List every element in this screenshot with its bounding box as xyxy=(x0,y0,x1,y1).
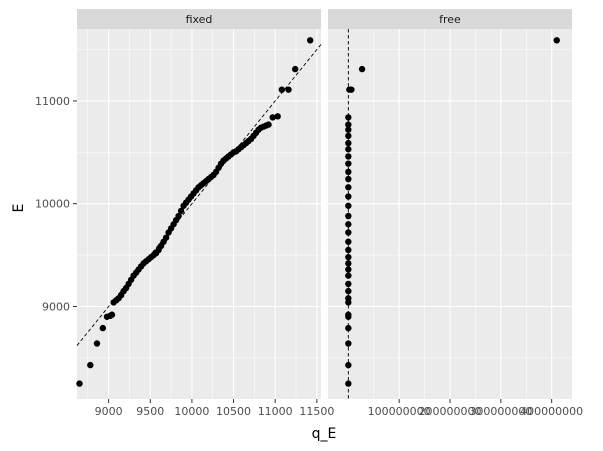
x-axis-title: q_E xyxy=(312,426,337,442)
y-axis: 9000 10000 11000 xyxy=(35,95,77,314)
panel-free-grid xyxy=(328,29,572,399)
data-point xyxy=(345,311,352,318)
data-point xyxy=(345,340,352,347)
y-tick-label: 11000 xyxy=(35,95,70,108)
panel-fixed-reference-line xyxy=(76,44,322,346)
data-point xyxy=(99,324,107,332)
data-point xyxy=(93,340,101,347)
x-tick-label: 300000000 xyxy=(469,405,532,418)
data-point xyxy=(345,202,352,209)
data-point xyxy=(345,246,352,254)
panel-fixed-background xyxy=(77,29,321,399)
data-point xyxy=(345,139,352,147)
data-point xyxy=(175,212,182,220)
data-point xyxy=(162,234,170,241)
data-point xyxy=(306,37,314,44)
x-tick-label: 10500 xyxy=(216,405,251,418)
data-point xyxy=(345,238,352,245)
data-point xyxy=(345,253,352,261)
x-tick-label: 9000 xyxy=(95,405,123,418)
data-point xyxy=(345,114,352,121)
data-point xyxy=(345,229,352,236)
panel-fixed-grid xyxy=(77,29,321,399)
data-point xyxy=(348,86,355,93)
data-point xyxy=(345,266,352,273)
strip-fixed xyxy=(77,9,321,29)
data-point xyxy=(345,193,352,200)
panel-free-points xyxy=(345,37,560,387)
x-tick-label: 200000000 xyxy=(419,405,482,418)
data-point xyxy=(345,260,352,267)
data-point xyxy=(345,295,352,302)
data-point xyxy=(265,121,272,128)
data-point xyxy=(345,153,352,160)
x-axis-fixed: 9000 9500 10000 10500 11000 11500 xyxy=(95,399,334,418)
data-point xyxy=(345,121,352,128)
data-point xyxy=(345,272,352,279)
data-point xyxy=(345,175,352,183)
data-point xyxy=(345,212,352,220)
data-point xyxy=(358,65,366,73)
data-point xyxy=(345,380,352,387)
data-point xyxy=(345,132,352,140)
data-point xyxy=(285,86,292,93)
x-tick-label: 400000000 xyxy=(520,405,583,418)
x-tick-label: 100000000 xyxy=(368,405,431,418)
x-tick-label: 11000 xyxy=(258,405,293,418)
panel-fixed-points xyxy=(76,37,314,387)
data-point xyxy=(345,221,352,228)
reference-line xyxy=(76,44,322,346)
data-point xyxy=(274,113,281,120)
x-tick-label: 10000 xyxy=(174,405,209,418)
data-point xyxy=(553,37,560,44)
data-point xyxy=(345,184,352,191)
data-point xyxy=(345,324,352,332)
strip-label-fixed: fixed xyxy=(186,13,213,26)
data-point xyxy=(291,65,299,73)
data-point xyxy=(76,380,83,387)
data-point xyxy=(345,287,352,295)
data-point xyxy=(345,126,352,133)
data-point xyxy=(278,86,286,93)
data-point xyxy=(345,361,352,369)
data-point xyxy=(108,311,116,318)
data-point xyxy=(345,146,352,153)
data-point xyxy=(345,280,352,288)
x-tick-label: 11500 xyxy=(299,405,334,418)
strip-label-free: free xyxy=(439,13,461,26)
data-point xyxy=(269,114,276,121)
y-axis-title: E xyxy=(11,204,27,213)
data-point xyxy=(345,160,352,167)
strip-free xyxy=(328,9,572,29)
y-tick-label: 10000 xyxy=(35,198,70,211)
data-point xyxy=(345,168,352,176)
data-point xyxy=(87,361,94,369)
x-tick-label: 9500 xyxy=(136,405,164,418)
data-point xyxy=(177,207,185,215)
y-tick-label: 9000 xyxy=(42,301,70,314)
